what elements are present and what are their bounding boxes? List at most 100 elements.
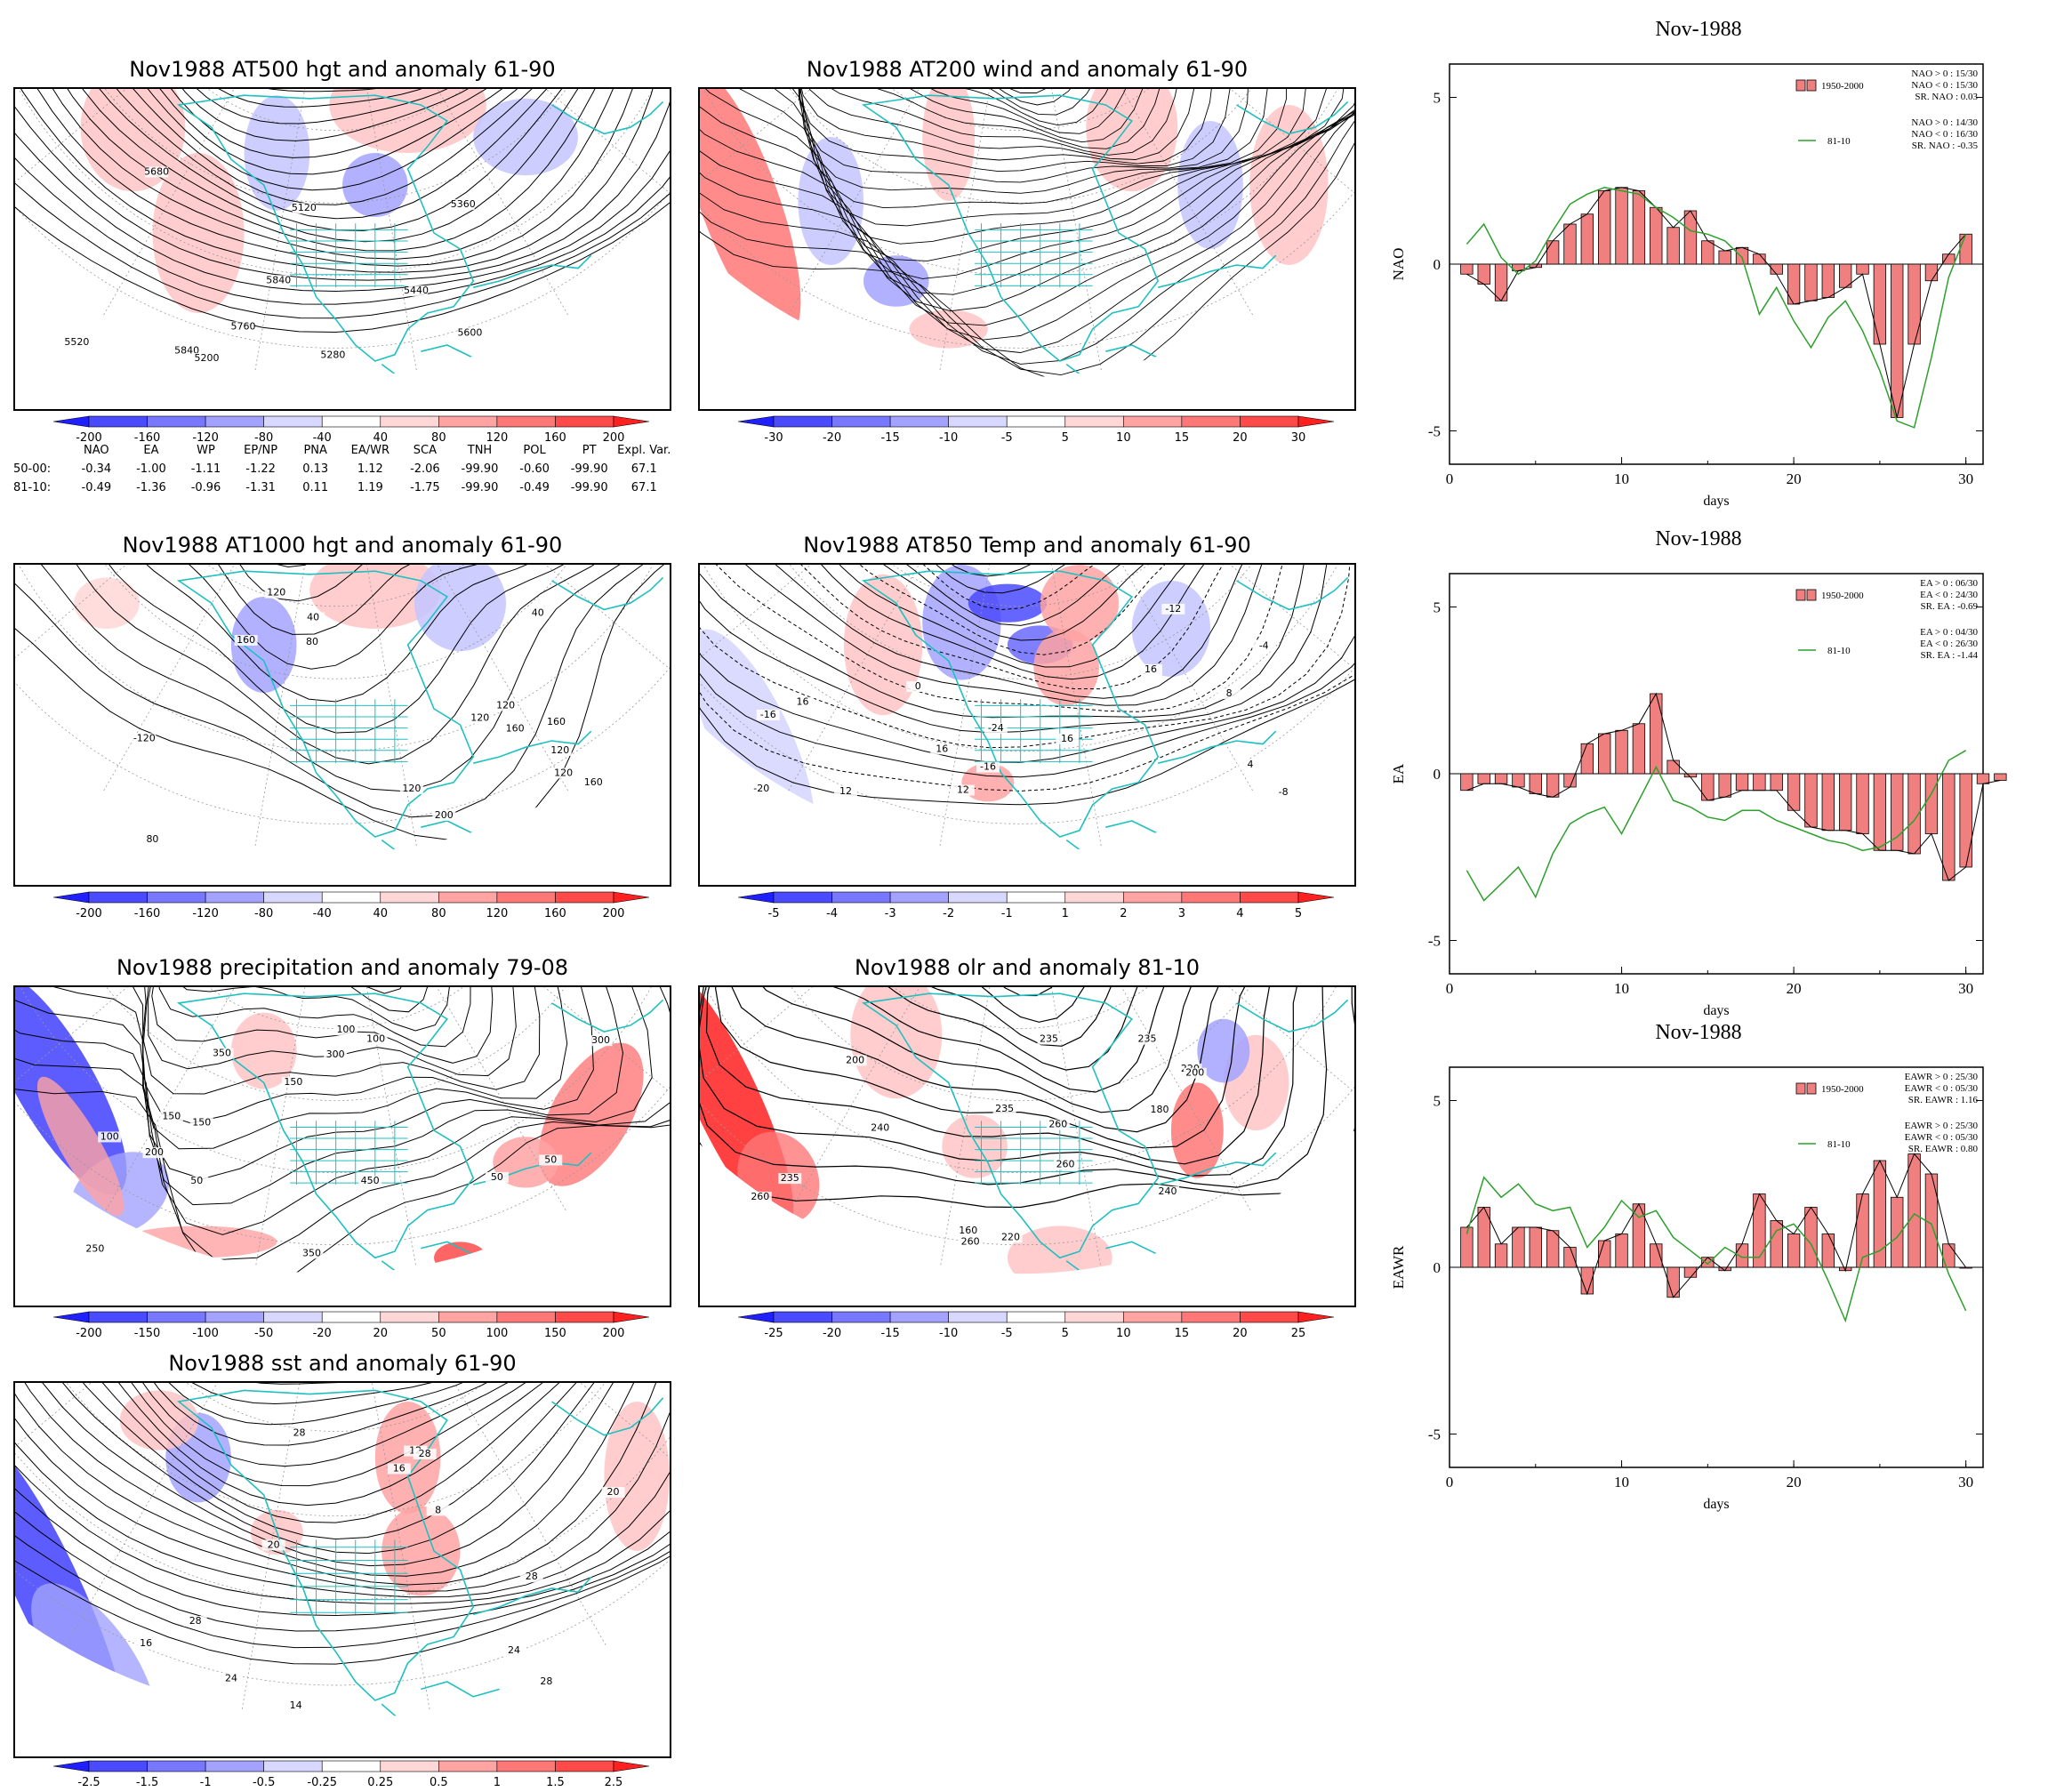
index-value: -99.90 [570,481,608,494]
anomaly-shade [36,1076,124,1217]
contour-label-bg [145,166,169,178]
anomaly-shade [1170,1082,1224,1178]
contour-line [65,89,615,205]
contour-label: 200 [1185,1067,1204,1079]
colorbar-arrow-left [738,415,775,428]
contour-label-bg [399,783,423,795]
map-title: Nov1988 AT200 wind and anomaly 61-90 [806,57,1249,82]
contour-label: 240 [871,1122,889,1134]
index-header: Expl. Var. [617,444,671,457]
contour-line [700,89,1354,365]
contour-line [700,987,1354,1209]
map-plot: 100 150 100 50 150 50 100 50 200 300 250 300 350 150 4… [13,985,671,1307]
legend-stat: SR. EA : -1.44 [1921,650,1979,661]
index-header: POL [523,444,546,457]
contour-label-bg [324,1049,348,1061]
coastline [421,1681,500,1698]
x-axis-label: days [1703,494,1729,509]
legend-label: 81-10 [1827,646,1851,656]
contour-label: 28 [526,1571,538,1582]
colorbar-label: -0.25 [307,1776,337,1789]
colorbar-label: 30 [1291,431,1306,445]
anomaly-shade [31,1583,157,1719]
meridian-line [335,987,425,1274]
meridian-line [766,987,1021,1252]
row-label: 81-10: [13,481,52,494]
bar [1529,773,1542,794]
anomaly-shade [244,95,310,211]
contour-label: 100 [366,1033,385,1045]
anomaly-shade [1177,121,1243,249]
contour-label: 16 [796,696,808,708]
coastline [1105,820,1185,835]
contour-line [815,565,1233,611]
bar [1770,1220,1783,1268]
index-value: -0.60 [519,462,550,476]
colorbar-label: -4 [826,907,838,920]
index-value: -2.06 [410,462,440,476]
contour-line [15,565,670,842]
colorbar-cell [1240,1311,1299,1323]
legend-stat: EAWR > 0 : 25/30 [1905,1072,1979,1082]
contour-line [719,89,1304,194]
contour-line [826,89,1216,116]
contour-label-bg [1037,1033,1061,1045]
contour-label: 300 [326,1049,345,1060]
contour-label-bg [956,1225,980,1237]
colorbar-cell [205,891,264,904]
colorbar-cell [438,891,498,904]
index-header: WP [197,444,215,457]
coastline [1236,100,1349,135]
contour-label-bg [534,1675,558,1687]
latitude-circle [118,987,553,1029]
contour-label-bg [142,1147,166,1159]
contour-line [735,89,1299,183]
colorbar-label: -40 [313,431,332,445]
colorbar-label: 200 [603,907,625,920]
contour-line [790,89,1275,160]
y-tick-label: 0 [1434,1259,1442,1276]
contour-line [15,987,670,1274]
coastline [1105,1241,1185,1256]
bar [1821,263,1835,298]
bar [1477,263,1490,285]
index-header: EA [143,444,159,457]
legend-stat: EAWR < 0 : 05/30 [1905,1083,1979,1094]
coastline [176,94,475,362]
colorbar-label: -80 [254,431,273,445]
contour-label: 20 [607,1486,620,1498]
colorbar-cell [263,415,323,428]
contour-label: 160 [547,716,566,727]
contour-label-bg [159,1111,183,1122]
contour-label: 120 [267,587,285,599]
legend-stat: SR. NAO : -0.35 [1912,141,1979,151]
contour-label-bg [264,587,288,599]
contour-label-bg [750,783,774,795]
contour-label: 24 [508,1644,520,1656]
contour-label-bg [494,700,518,711]
legend-stat: NAO > 0 : 15/30 [1911,68,1978,79]
colorbar-label: 25 [1291,1327,1306,1340]
anomaly-shade [1249,105,1329,265]
colorbar-cell [380,1760,439,1772]
contour-label: 200 [846,1054,864,1065]
contour-label: 150 [192,1117,211,1129]
contour-line [705,89,1306,209]
contour-line [833,565,1220,594]
contour-label-bg [548,745,572,757]
contour-label: 100 [336,1024,355,1035]
coastline [473,254,592,288]
bar [1942,1243,1956,1268]
colorbar-label: 1 [1062,907,1069,920]
contour-label-bg [551,767,575,779]
map-title: Nov1988 sst and anomaly 61-90 [168,1351,517,1376]
colorbar-label: 20 [373,1327,389,1340]
contour-label: 5760 [230,321,255,333]
contour-label-bg [333,1025,357,1036]
colorbar-cell [321,1760,381,1772]
bar [1804,1207,1818,1268]
contour-line [772,89,1285,165]
legend-label: 1950-2000 [1821,1084,1864,1095]
bar [1563,1247,1577,1268]
contour-label-bg [1161,603,1185,615]
